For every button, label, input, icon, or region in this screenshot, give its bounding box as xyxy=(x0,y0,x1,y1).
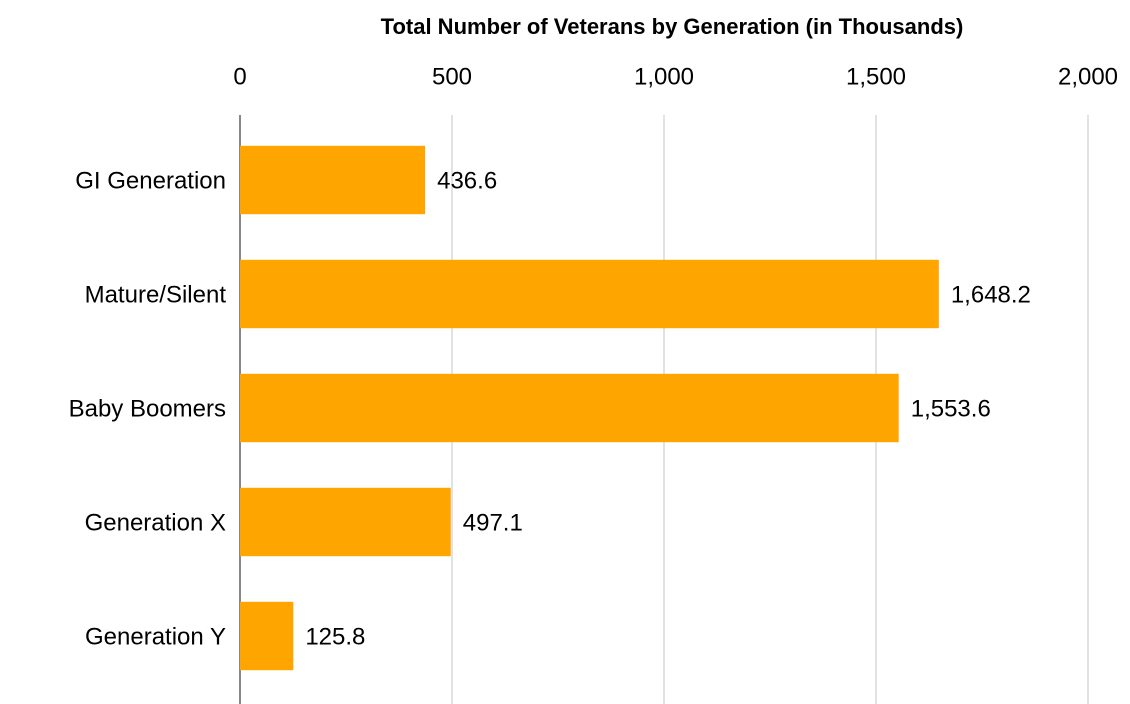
bar xyxy=(240,373,899,443)
value-label: 1,553.6 xyxy=(911,395,991,422)
value-label: 125.8 xyxy=(305,623,365,650)
y-tick-label: GI Generation xyxy=(75,167,226,194)
y-tick-label: Baby Boomers xyxy=(69,395,226,422)
value-label: 497.1 xyxy=(463,509,523,536)
value-label: 436.6 xyxy=(437,167,497,194)
x-tick-label: 500 xyxy=(432,63,472,90)
y-tick-label: Generation Y xyxy=(85,623,226,650)
x-tick-label: 0 xyxy=(233,63,246,90)
y-tick-label: Mature/Silent xyxy=(85,281,227,308)
x-tick-label: 1,500 xyxy=(846,63,906,90)
chart-title: Total Number of Veterans by Generation (… xyxy=(381,14,964,39)
bar xyxy=(240,145,426,215)
x-tick-label: 1,000 xyxy=(634,63,694,90)
bar xyxy=(240,259,939,329)
y-tick-label: Generation X xyxy=(85,509,226,536)
bar xyxy=(240,601,294,671)
value-label: 1,648.2 xyxy=(951,281,1031,308)
bar xyxy=(240,487,451,557)
x-tick-label: 2,000 xyxy=(1058,63,1118,90)
